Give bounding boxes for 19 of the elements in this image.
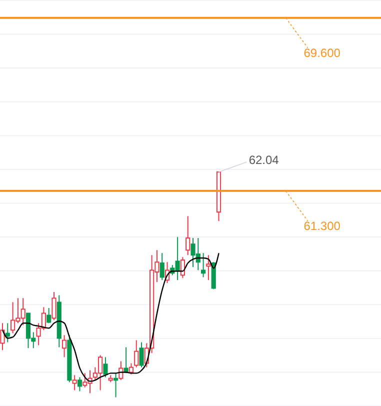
candlestick [77,376,82,392]
candlestick [113,372,118,398]
candlestick [200,252,206,278]
candlestick [186,216,190,256]
candlestick [160,252,164,281]
text: 69.600 [304,46,341,60]
candlestick [134,340,139,368]
candlestick [52,292,56,321]
candlestick [180,256,186,279]
candlestick [103,356,108,378]
candlestick [72,374,77,391]
candlestick [128,362,134,375]
candlestick [206,254,211,281]
annotation: 61.300 [304,219,341,234]
candlestick [62,334,67,358]
candlestick [139,342,144,368]
candlestick [46,308,52,324]
candlestick [118,360,124,381]
text: 62.04 [248,153,280,168]
